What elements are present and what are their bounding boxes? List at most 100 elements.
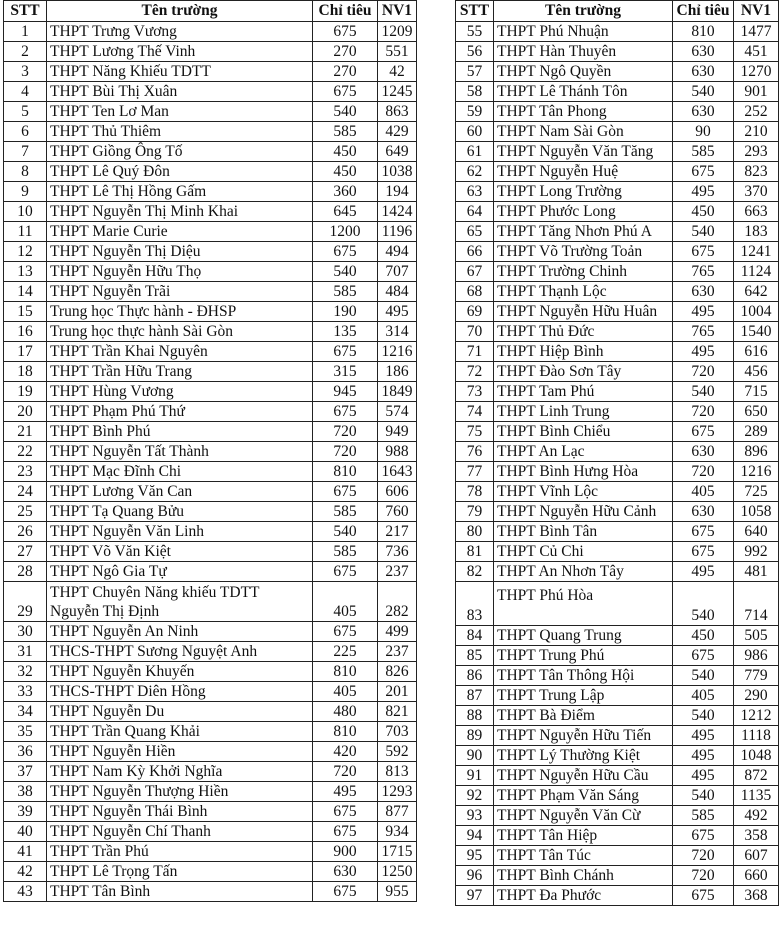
cell-nv1: 813: [377, 761, 417, 782]
cell-quota: 585: [672, 805, 734, 826]
cell-school-name: THCS-THPT Diên Hồng: [46, 681, 313, 702]
cell-quota: 630: [672, 61, 734, 82]
cell-stt: 84: [455, 625, 494, 646]
cell-quota: 495: [672, 181, 734, 202]
table-row: 73 THPT Tam Phú 540 715: [455, 381, 779, 402]
cell-quota: 675: [312, 401, 378, 422]
cell-nv1: 293: [733, 141, 779, 162]
cell-nv1: 217: [377, 521, 417, 542]
cell-school-name: Trung học Thực hành - ĐHSP: [46, 301, 313, 322]
cell-stt: 89: [455, 725, 494, 746]
cell-school-name: THPT Trung Phú: [493, 645, 673, 666]
cell-stt: 97: [455, 885, 494, 906]
table-row: 19 THPT Hùng Vương 945 1849: [3, 381, 417, 402]
header-quota: Chỉ tiêu: [312, 0, 378, 22]
cell-quota: 630: [672, 501, 734, 522]
cell-nv1: 642: [733, 281, 779, 302]
table-row: 83 THPT Phú Hòa 540 714: [455, 581, 779, 626]
quota-table-right: STT Tên trường Chỉ tiêu NV1 55 THPT Phú N…: [455, 0, 779, 906]
table-row: 27 THPT Võ Văn Kiệt 585 736: [3, 541, 417, 562]
cell-school-name: THPT Nguyễn Thượng Hiền: [46, 781, 313, 802]
cell-quota: 645: [312, 201, 378, 222]
cell-stt: 27: [3, 541, 47, 562]
cell-quota: 720: [672, 401, 734, 422]
table-row: 74 THPT Linh Trung 720 650: [455, 401, 779, 422]
cell-stt: 32: [3, 661, 47, 682]
cell-stt: 70: [455, 321, 494, 342]
cell-stt: 58: [455, 81, 494, 102]
cell-nv1: 237: [377, 641, 417, 662]
cell-stt: 4: [3, 81, 47, 102]
cell-stt: 68: [455, 281, 494, 302]
cell-stt: 20: [3, 401, 47, 422]
cell-school-name: THPT Lê Trọng Tấn: [46, 861, 313, 882]
cell-nv1: 183: [733, 221, 779, 242]
cell-nv1: 877: [377, 801, 417, 822]
table-row: 88 THPT Bà Điểm 540 1212: [455, 705, 779, 726]
cell-school-name: THPT Nguyễn Hiền: [46, 741, 313, 762]
cell-nv1: 1250: [377, 861, 417, 882]
table-row: 70 THPT Thủ Đức 765 1540: [455, 321, 779, 342]
cell-stt: 29: [3, 581, 47, 622]
cell-school-name: THPT Lương Thế Vinh: [46, 41, 313, 62]
cell-quota: 495: [672, 561, 734, 582]
cell-school-name: THPT Bình Chiểu: [493, 421, 673, 442]
cell-school-name: THPT Nguyễn Thị Diệu: [46, 241, 313, 262]
cell-quota: 540: [312, 101, 378, 122]
cell-school-name: THPT Củ Chi: [493, 541, 673, 562]
cell-quota: 405: [312, 681, 378, 702]
cell-nv1: 1058: [733, 501, 779, 522]
table-row: 94 THPT Tân Hiệp 675 358: [455, 825, 779, 846]
cell-quota: 675: [672, 645, 734, 666]
table-row: 77 THPT Bình Hưng Hòa 720 1216: [455, 461, 779, 482]
cell-quota: 675: [672, 541, 734, 562]
cell-nv1: 42: [377, 61, 417, 82]
cell-stt: 34: [3, 701, 47, 722]
cell-quota: 765: [672, 261, 734, 282]
table-row: 7 THPT Giồng Ông Tố 450 649: [3, 141, 417, 162]
cell-stt: 63: [455, 181, 494, 202]
cell-stt: 41: [3, 841, 47, 862]
cell-stt: 38: [3, 781, 47, 802]
quota-table-left: STT Tên trường Chỉ tiêu NV1 1 THPT Trưng …: [3, 0, 417, 902]
table-row: 72 THPT Đào Sơn Tây 720 456: [455, 361, 779, 382]
cell-stt: 93: [455, 805, 494, 826]
cell-quota: 720: [312, 761, 378, 782]
cell-quota: 630: [312, 861, 378, 882]
table-row: 38 THPT Nguyễn Thượng Hiền 495 1293: [3, 781, 417, 802]
cell-quota: 495: [672, 301, 734, 322]
cell-school-name: THPT Marie Curie: [46, 221, 313, 242]
cell-nv1: 779: [733, 665, 779, 686]
cell-school-name: THPT Võ Văn Kiệt: [46, 541, 313, 562]
cell-nv1: 495: [377, 301, 417, 322]
cell-nv1: 821: [377, 701, 417, 722]
cell-school-name: THPT Tạ Quang Bửu: [46, 501, 313, 522]
table-row: 23 THPT Mạc Đĩnh Chi 810 1643: [3, 461, 417, 482]
cell-nv1: 592: [377, 741, 417, 762]
cell-stt: 91: [455, 765, 494, 786]
cell-school-name: THPT Nguyễn Văn Cừ: [493, 805, 673, 826]
cell-nv1: 863: [377, 101, 417, 122]
table-row: 42 THPT Lê Trọng Tấn 630 1250: [3, 861, 417, 882]
cell-nv1: 949: [377, 421, 417, 442]
cell-stt: 30: [3, 621, 47, 642]
table-row: 96 THPT Bình Chánh 720 660: [455, 865, 779, 886]
table-row: 65 THPT Tăng Nhơn Phú A 540 183: [455, 221, 779, 242]
cell-school-name: THPT Trường Chinh: [493, 261, 673, 282]
cell-quota: 675: [312, 621, 378, 642]
cell-stt: 60: [455, 121, 494, 142]
cell-school-name: THPT Nguyễn Văn Tăng: [493, 141, 673, 162]
cell-nv1: 314: [377, 321, 417, 342]
table-row: 28 THPT Ngô Gia Tự 675 237: [3, 561, 417, 582]
cell-school-name: THPT Bình Phú: [46, 421, 313, 442]
cell-nv1: 429: [377, 121, 417, 142]
cell-quota: 675: [312, 821, 378, 842]
cell-quota: 540: [672, 81, 734, 102]
cell-quota: 675: [312, 341, 378, 362]
cell-school-name: THPT Võ Trường Toản: [493, 241, 673, 262]
cell-school-name: THPT Chuyên Năng khiếu TDTT Nguyễn Thị Đ…: [46, 581, 313, 622]
cell-nv1: 481: [733, 561, 779, 582]
table-row: 26 THPT Nguyễn Văn Linh 540 217: [3, 521, 417, 542]
cell-stt: 3: [3, 61, 47, 82]
cell-quota: 675: [672, 161, 734, 182]
